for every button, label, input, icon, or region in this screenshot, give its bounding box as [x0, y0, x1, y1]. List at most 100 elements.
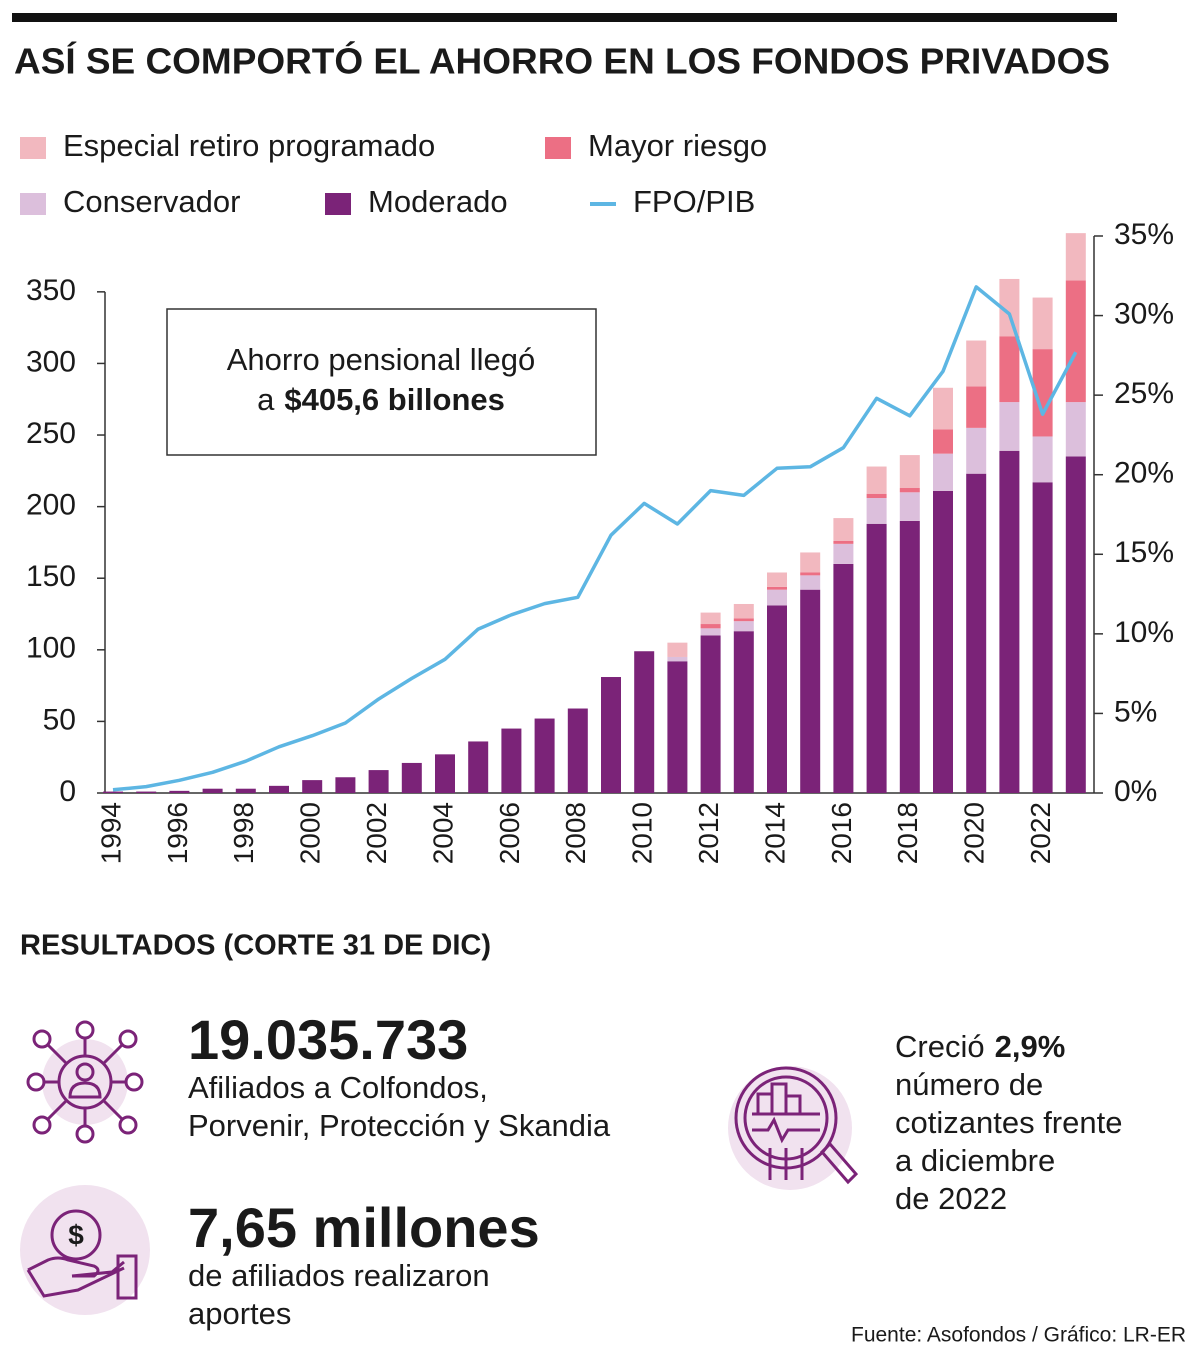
- result-text: aportes: [188, 1296, 291, 1331]
- network-icon: [26, 1020, 144, 1144]
- bar-segment: [235, 788, 256, 793]
- x-tick-label: 2000: [295, 802, 326, 864]
- legend-label: Mayor riesgo: [588, 128, 767, 163]
- result-text: Creció 2,9%: [895, 1029, 1065, 1064]
- x-tick-label: 2006: [494, 802, 525, 864]
- bar-segment: [1065, 233, 1086, 281]
- bar-segment: [1032, 436, 1053, 483]
- legend-swatch: [325, 193, 351, 215]
- bar-segment: [833, 540, 854, 544]
- bar-segment: [667, 642, 688, 657]
- y2-tick-label: 35%: [1114, 218, 1174, 251]
- bar-segment: [1032, 482, 1053, 793]
- bar-segment: [866, 498, 887, 524]
- bar-segment: [933, 387, 953, 430]
- bar-segment: [202, 788, 223, 793]
- bar-segment: [767, 572, 787, 587]
- bar-segment: [733, 603, 754, 619]
- bar-segment: [999, 402, 1020, 451]
- hand-coin-icon: $: [20, 1185, 150, 1315]
- legend-label: FPO/PIB: [633, 184, 755, 219]
- result-text: Porvenir, Protección y Skandia: [188, 1108, 611, 1143]
- bar-segment: [468, 741, 489, 793]
- x-tick-label: 2012: [693, 802, 724, 864]
- annotation-text: Ahorro pensional llegó: [227, 342, 536, 377]
- bar-segment: [1032, 297, 1053, 350]
- y-tick-label: 50: [43, 703, 76, 736]
- y2-tick-label: 15%: [1114, 536, 1174, 569]
- big-number: 19.035.733: [188, 1008, 468, 1071]
- bar-segment: [1065, 402, 1086, 457]
- bar-segment: [700, 624, 721, 629]
- bar-segment: [833, 563, 854, 793]
- bar-segment: [136, 791, 157, 793]
- legend-swatch: [20, 193, 46, 215]
- bar-segment: [269, 785, 289, 793]
- bar-segment: [733, 618, 754, 622]
- legend-swatch: [20, 137, 46, 159]
- bar-segment: [501, 728, 522, 793]
- bar-segment: [866, 493, 887, 499]
- annotation-prefix: a: [257, 382, 275, 417]
- legend-label: Moderado: [368, 184, 508, 219]
- legend-swatch: [545, 137, 571, 159]
- top-rule: [12, 13, 1117, 22]
- result-text: de afiliados realizaron: [188, 1258, 490, 1293]
- magnifier-icon: [728, 1066, 859, 1190]
- bar-segment: [833, 543, 854, 564]
- bar-segment: [899, 455, 920, 489]
- bar-segment: [667, 661, 688, 793]
- x-tick-label: 2016: [826, 802, 857, 864]
- annotation-box: [166, 308, 597, 456]
- y-tick-label: 350: [26, 274, 76, 307]
- section-heading: RESULTADOS (CORTE 31 DE DIC): [20, 930, 491, 962]
- bar-segment: [767, 586, 787, 590]
- x-tick-label: 2008: [560, 802, 591, 864]
- x-tick-label: 2004: [427, 802, 458, 864]
- source-note: Fuente: Asofondos / Gráfico: LR-ER: [851, 1324, 1186, 1347]
- y-tick-label: 250: [26, 417, 76, 450]
- bar-segment: [601, 677, 621, 793]
- y2-tick-label: 10%: [1114, 616, 1174, 649]
- bar-segment: [767, 589, 787, 606]
- big-number: 7,65 millones: [188, 1196, 540, 1259]
- bar-segment: [800, 552, 821, 573]
- line-series: [112, 285, 1078, 792]
- bar-segment: [169, 790, 190, 793]
- y-tick-label: 100: [26, 632, 76, 665]
- bar-segment: [933, 490, 953, 793]
- bar-segment: [634, 651, 655, 793]
- result-text: cotizantes frente: [895, 1105, 1122, 1140]
- bar-segment: [700, 612, 721, 625]
- result-text: Afiliados a Colfondos,: [188, 1070, 488, 1105]
- bar-segment: [700, 628, 721, 636]
- bar-segment: [401, 762, 422, 793]
- bar-segment: [966, 427, 987, 474]
- bar-segment: [999, 450, 1020, 793]
- legend-label: Especial retiro programado: [63, 128, 435, 163]
- bar-segment: [534, 718, 555, 793]
- bar-segment: [700, 635, 721, 793]
- icon-glyph: $: [68, 1219, 84, 1250]
- bar-segment: [733, 631, 754, 793]
- legend-label: Conservador: [63, 184, 240, 219]
- chart-title: ASÍ SE COMPORTÓ EL AHORRO EN LOS FONDOS …: [14, 40, 1110, 82]
- bar-segment: [866, 466, 887, 494]
- y-tick-label: 150: [26, 560, 76, 593]
- bar-segment: [966, 340, 987, 387]
- growth-prefix: Creció: [895, 1029, 985, 1064]
- bar-segment: [800, 572, 821, 576]
- growth-value: 2,9%: [995, 1029, 1066, 1064]
- bar-segment: [966, 386, 987, 428]
- bar-segment: [667, 656, 688, 662]
- bar-segment: [833, 518, 854, 541]
- bar-segment: [302, 780, 323, 793]
- result-text: a diciembre: [895, 1143, 1055, 1178]
- bar-segment: [933, 429, 953, 454]
- bar-segment: [899, 488, 920, 493]
- bar-segment: [999, 278, 1020, 337]
- x-tick-label: 2002: [361, 802, 392, 864]
- bar-segment: [966, 473, 987, 793]
- bar-segment: [866, 523, 887, 793]
